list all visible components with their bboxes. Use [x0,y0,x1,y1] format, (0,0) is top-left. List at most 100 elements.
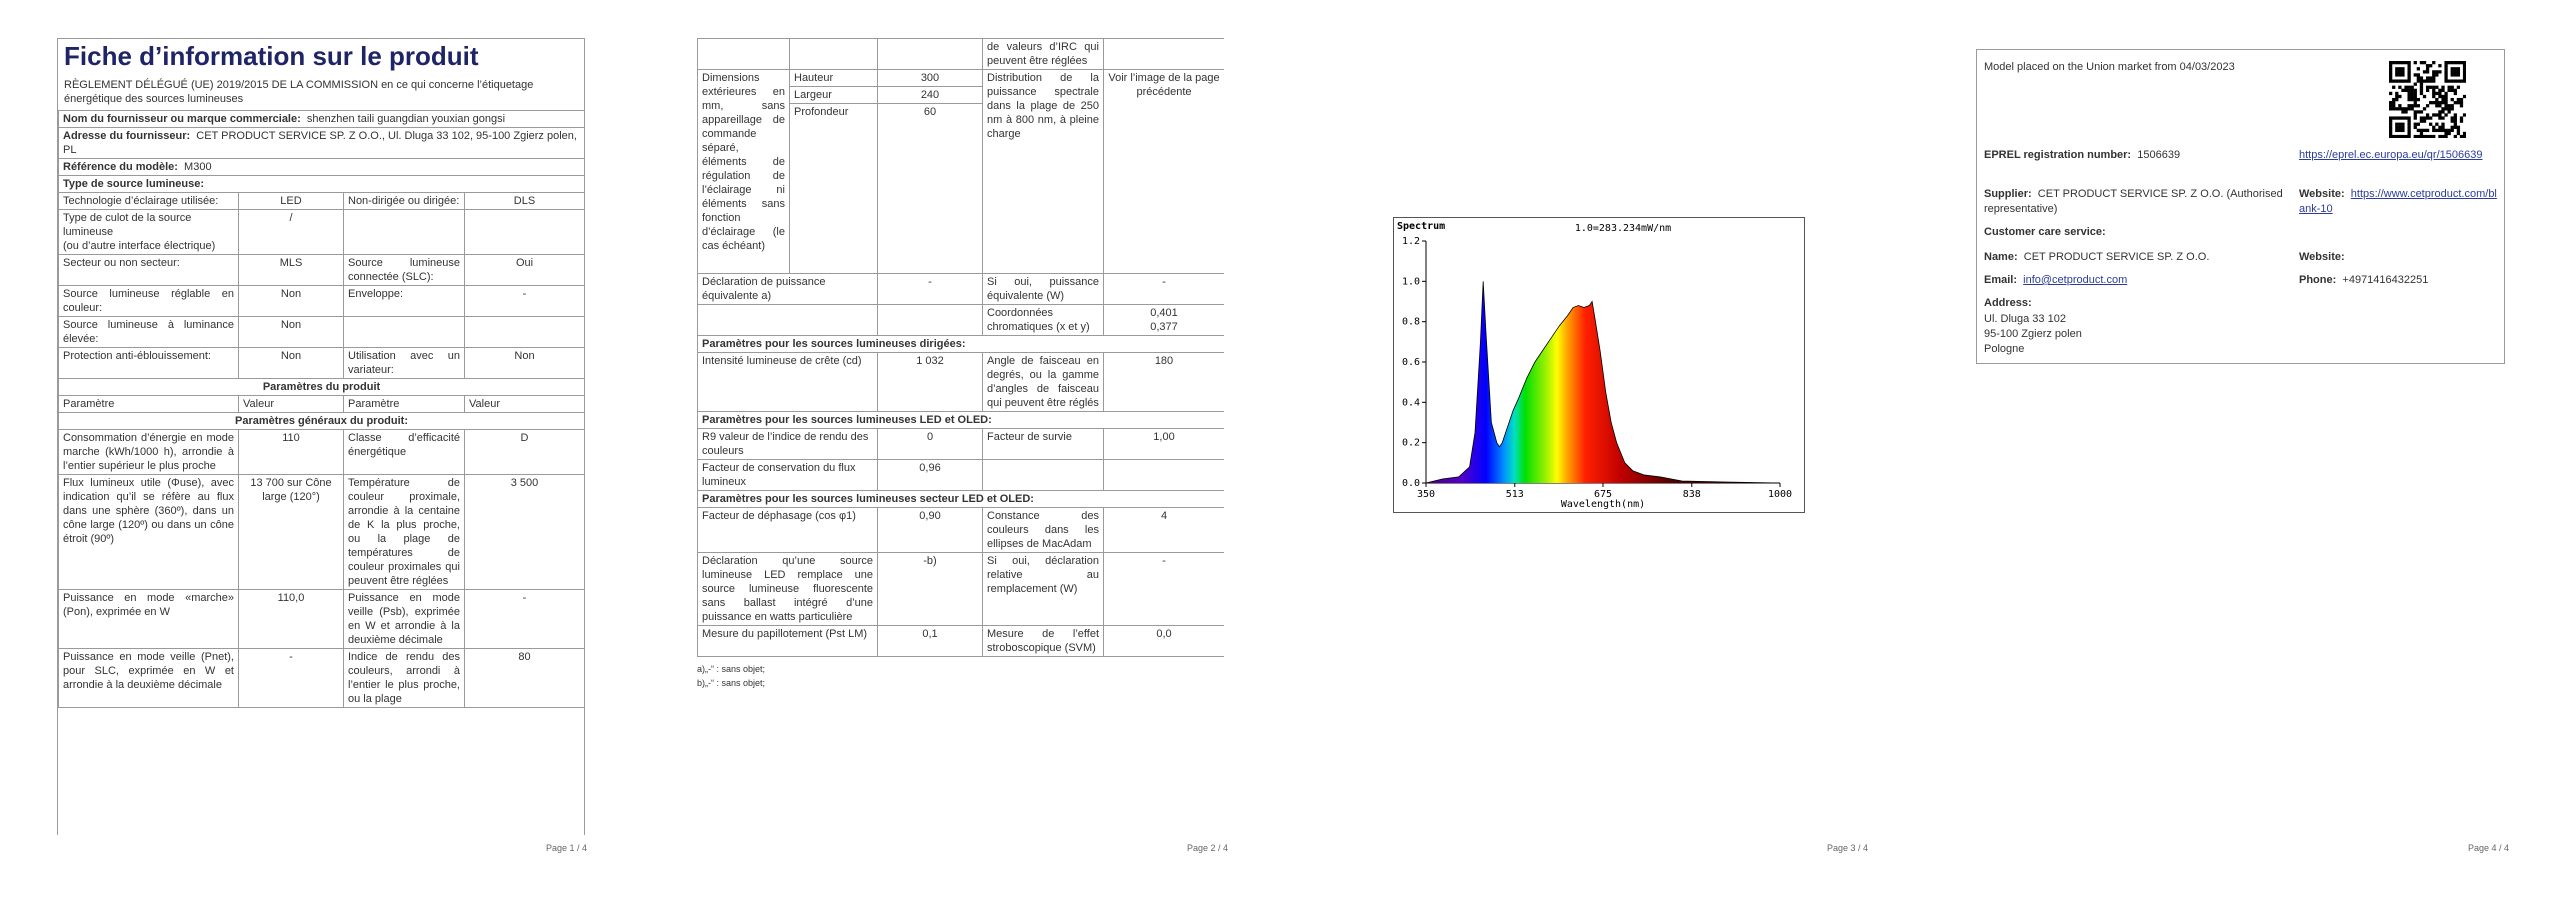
qr-module [2435,101,2439,105]
qr-module [2404,88,2408,92]
qr-module [2416,104,2420,108]
qr-module [2429,79,2433,83]
table-cell: Paramètre [58,395,239,413]
qr-module [2432,73,2436,77]
qr-module [2447,131,2451,136]
qr-module [2447,128,2451,133]
qr-module [2422,70,2427,74]
table-cell: Non-dirigée ou dirigée: [343,192,465,210]
qr-module [2462,70,2466,74]
qr-module [2444,131,2448,136]
table-2: de valeurs d’IRC qui peuvent être réglée… [697,38,1224,657]
table-cell: Adresse du fournisseur: CET PRODUCT SERV… [58,127,584,159]
table-cell: Oui [464,254,584,286]
table-cell: Enveloppe: [343,285,465,317]
text: M300 [184,161,212,173]
qr-module [2432,128,2436,133]
table-row: R9 valeur de l’indice de rendu des coule… [697,428,1224,460]
qr-module [2407,85,2411,89]
qr-module [2453,91,2457,96]
qr-module [2435,85,2439,89]
qr-module [2419,88,2424,92]
qr-module [2444,91,2448,96]
qr-module [2453,70,2457,74]
table-row: Flux lumineux utile (Φuse), avec indicat… [58,474,584,590]
qr-module [2407,70,2411,74]
qr-module [2432,70,2436,74]
qr-module [2422,79,2427,83]
qr-module [2422,116,2427,120]
qr-module [2444,101,2448,105]
table-cell: Paramètres pour les sources lumineuses d… [697,335,1224,353]
qr-module [2444,94,2448,99]
qr-module [2450,125,2454,129]
qr-module [2447,110,2451,114]
table-cell: 240 [877,86,983,104]
table-row: Facteur de déphasage (cos φ1) 0,90 Constan… [697,507,1224,553]
page-number: Page 1 / 4 [546,843,588,853]
table-cell: Facteur de conservation du flux lumineux [697,459,878,491]
table-cell: 0,0 [1103,625,1224,657]
website-link[interactable]: https://www.cetproduct.com/blank-10 [2299,188,2497,215]
qr-module [2395,116,2399,120]
qr-module [2456,131,2461,136]
table-cell: 4 [1103,507,1224,553]
qr-module [2398,125,2402,129]
qr-module [2429,122,2433,126]
qr-module [2462,79,2466,83]
qr-module [2407,125,2411,129]
text: CET PRODUCT SERVICE SP. Z O.O., Ul. Dlug… [63,130,577,156]
table-cell: 3 500 [464,474,584,590]
table-row: Coordonnées chromatiques (x et y) 0,401 0,… [697,304,1224,336]
table-cell: Indice de rendu des couleurs, arrondi à … [343,648,465,708]
qr-module [2407,131,2411,136]
page-1: Fiche d’information sur le produit RÈGLE… [57,38,585,835]
qr-module [2410,97,2414,102]
qr-module [2462,67,2466,71]
qr-module [2398,61,2402,65]
qr-module [2435,113,2439,117]
qr-module [2401,79,2405,83]
table-cell: Source lumineuse connectée (SLC): [343,254,465,286]
qr-module [2432,101,2436,105]
qr-module [2438,64,2442,68]
table-cell: - [1103,273,1224,305]
table-cell: 60 [877,103,983,274]
qr-module [2407,107,2411,111]
table-row: Référence du modèle: M300 [58,158,584,176]
qr-module [2435,91,2439,96]
qr-module [2419,128,2424,133]
qr-module [2459,134,2464,138]
table-cell: Déclaration qu’une source lumineuse LED … [697,552,878,626]
qr-module [2450,70,2454,74]
qr-module [2444,107,2448,111]
qr-module [2413,110,2417,114]
qr-module [2395,134,2399,138]
email-link[interactable]: info@cetproduct.com [2023,274,2128,286]
table-row: Paramètres pour les sources lumineuses d… [697,335,1224,353]
qr-module [2432,125,2436,129]
qr-module [2441,97,2445,102]
table-cell: - [464,589,584,649]
qr-module [2429,116,2433,120]
table-cell: 180 [1103,352,1224,412]
qr-module [2395,128,2399,133]
qr-module [2395,97,2399,102]
qr-module [2425,64,2430,68]
qr-module [2456,73,2461,77]
qr-module [2413,101,2417,105]
table-cell: 110,0 [238,589,344,649]
table-cell: Puissance en mode veille (Pnet), pour SL… [58,648,239,708]
qr-module [2450,104,2454,108]
eprel-link[interactable]: https://eprel.ec.europa.eu/qr/1506639 [2299,149,2483,161]
qr-module [2435,122,2439,126]
qr-module [2407,104,2411,108]
x-tick-label: 675 [1594,489,1612,500]
qr-module [2392,101,2396,105]
table-cell: Paramètres pour les sources lumineuses s… [697,490,1224,508]
qr-module [2425,113,2430,117]
qr-module [2435,70,2439,74]
qr-module [2438,113,2442,117]
text: 1506639 [2137,149,2181,161]
table-cell: Flux lumineux utile (Φuse), avec indicat… [58,474,239,590]
